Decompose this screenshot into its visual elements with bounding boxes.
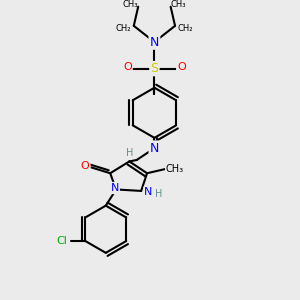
Text: N: N (144, 188, 153, 197)
Text: N: N (150, 35, 159, 49)
Text: Cl: Cl (56, 236, 67, 246)
Text: CH₂: CH₂ (116, 24, 131, 33)
Text: N: N (150, 142, 159, 155)
Text: CH₃: CH₃ (171, 0, 186, 9)
Text: H: H (155, 190, 163, 200)
Text: CH₃: CH₃ (122, 0, 138, 9)
Text: S: S (150, 62, 158, 75)
Text: N: N (110, 183, 119, 193)
Text: H: H (126, 148, 133, 158)
Text: CH₃: CH₃ (166, 164, 184, 174)
Text: CH₂: CH₂ (178, 24, 193, 33)
Text: O: O (81, 161, 89, 171)
Text: O: O (123, 62, 132, 72)
Text: O: O (177, 62, 186, 72)
